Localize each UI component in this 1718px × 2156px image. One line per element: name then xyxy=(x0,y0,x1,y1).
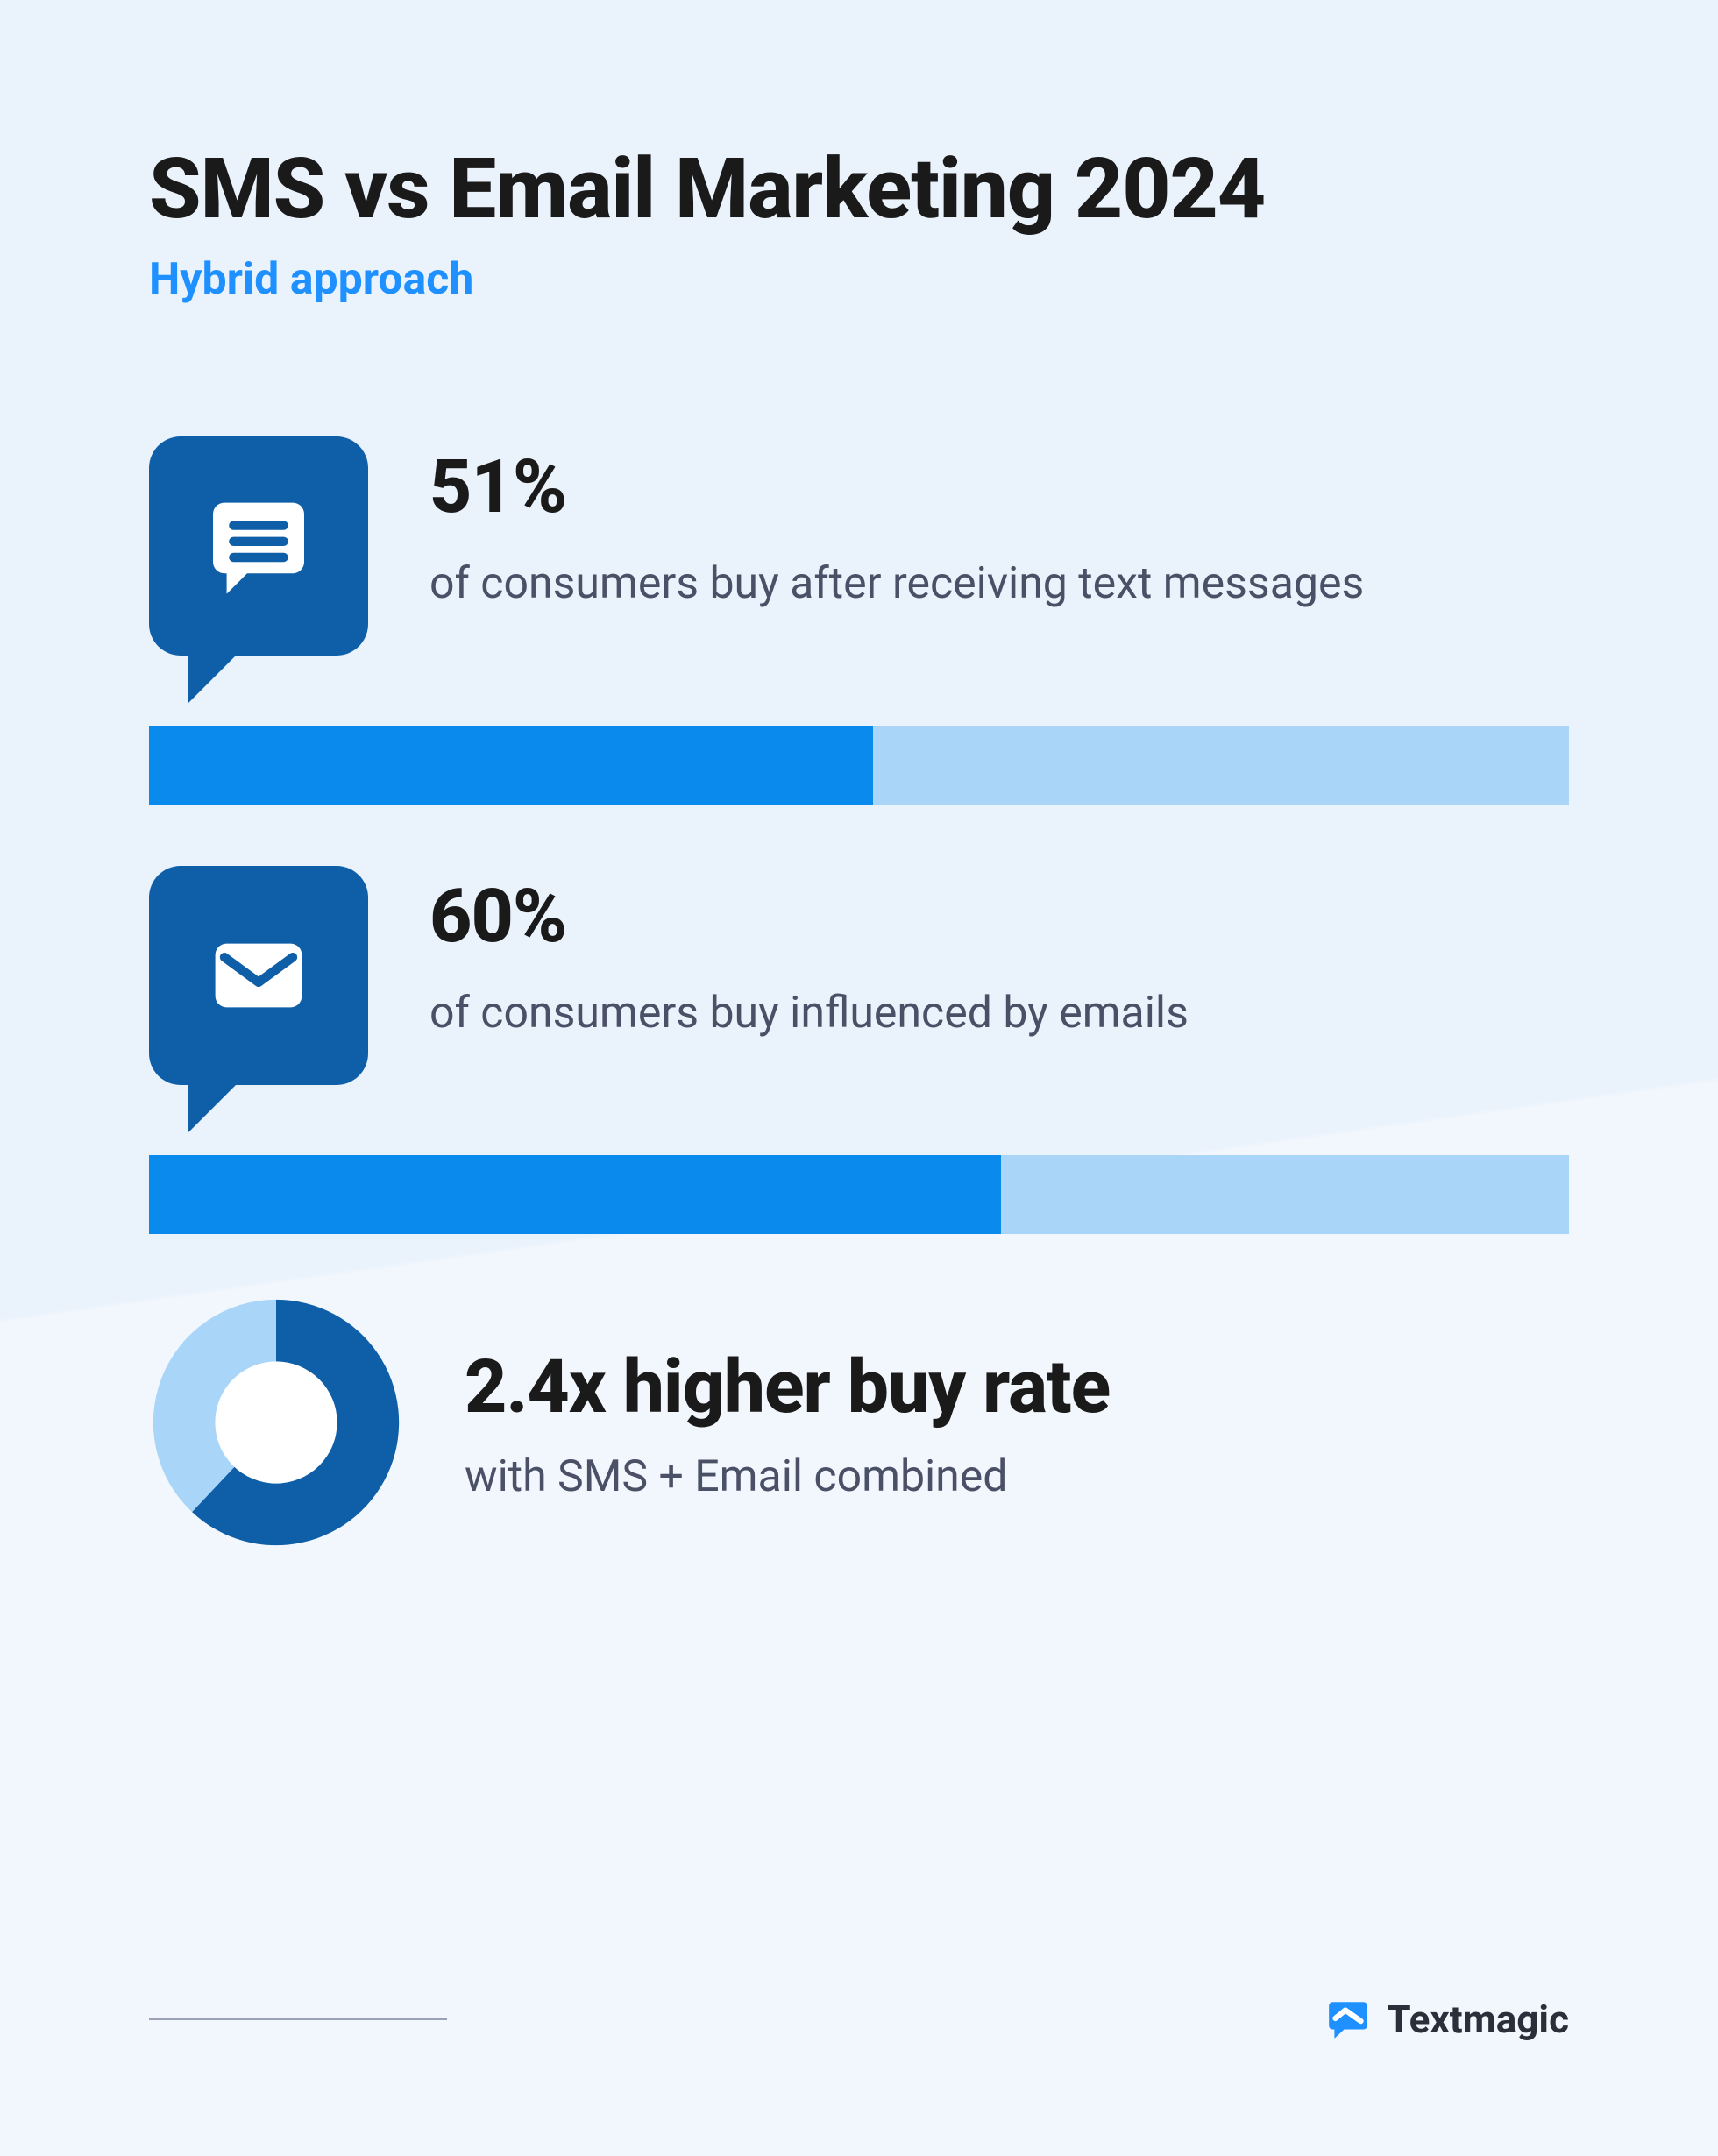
combined-headline: 2.4x higher buy rate xyxy=(465,1344,1110,1430)
stat-email-value: 60% xyxy=(430,873,1189,960)
stat-sms: 51% of consumers buy after receiving tex… xyxy=(149,436,1569,805)
brand-name: Textmagic xyxy=(1387,1996,1569,2042)
stat-sms-bar xyxy=(149,726,1569,805)
brand: Textmagic xyxy=(1325,1996,1569,2042)
page-subtitle: Hybrid approach xyxy=(149,254,1569,305)
stat-email-desc: of consumers buy influenced by emails xyxy=(430,984,1189,1044)
page-title: SMS vs Email Marketing 2024 xyxy=(149,140,1569,238)
stat-sms-bar-fill xyxy=(149,726,873,805)
footer-rule xyxy=(149,2018,447,2020)
stat-sms-desc: of consumers buy after receiving text me… xyxy=(430,555,1364,614)
combined-desc: with SMS + Email combined xyxy=(465,1451,1110,1502)
stat-email-bar-fill xyxy=(149,1155,1001,1234)
stat-email-bar xyxy=(149,1155,1569,1234)
stat-combined: 2.4x higher buy rate with SMS + Email co… xyxy=(149,1295,1569,1550)
stat-sms-value: 51% xyxy=(430,443,1364,530)
donut-chart xyxy=(149,1295,403,1550)
brand-logo-icon xyxy=(1325,1996,1371,2042)
footer: Textmagic xyxy=(149,1996,1569,2042)
chat-icon xyxy=(149,436,368,656)
mail-icon xyxy=(149,866,368,1085)
stat-email: 60% of consumers buy influenced by email… xyxy=(149,866,1569,1234)
